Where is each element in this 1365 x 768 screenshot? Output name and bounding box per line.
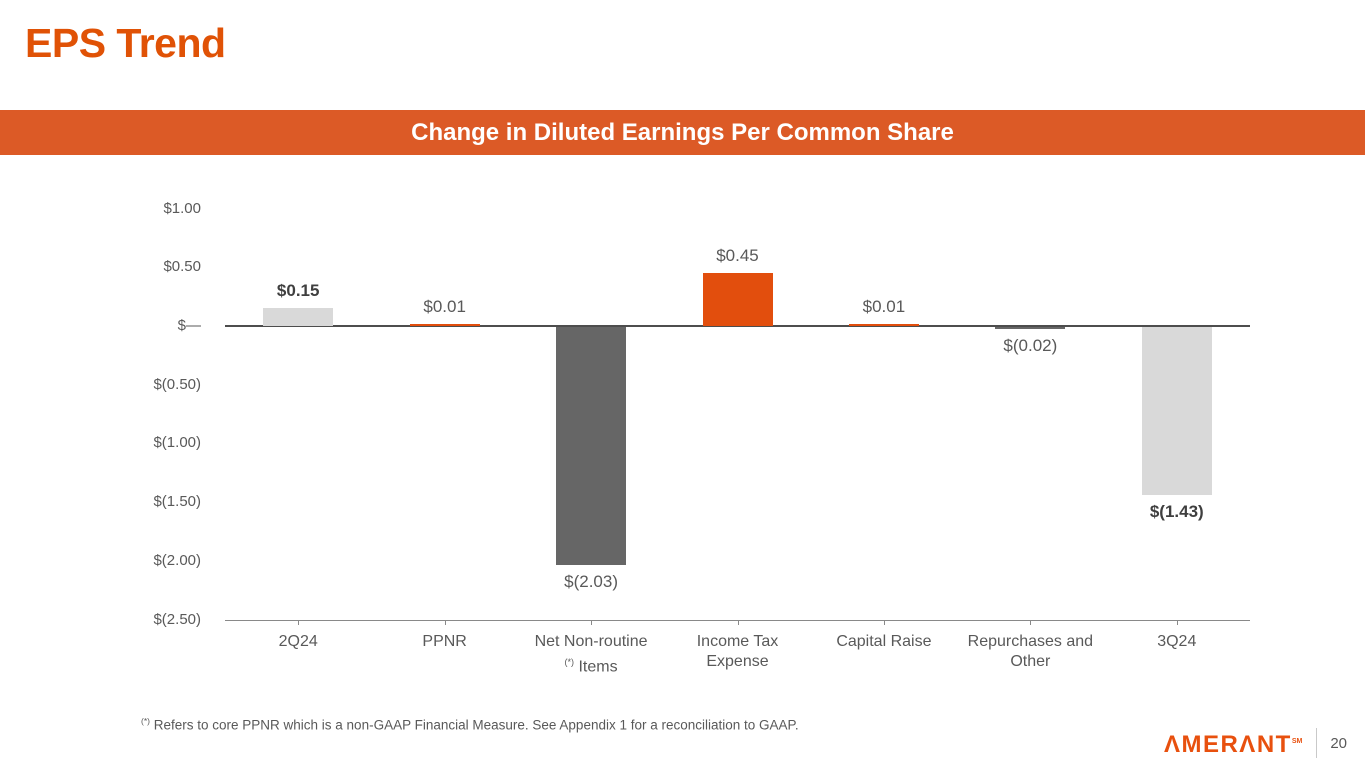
bar-repurchases-and [995, 327, 1066, 330]
y-axis-tick-label: $(1.00) [153, 434, 201, 452]
page-number: 20 [1330, 734, 1347, 752]
data-label: $0.01 [862, 297, 906, 316]
x-axis-tick [737, 619, 739, 625]
x-axis-tick [298, 619, 300, 625]
logo-wordmark: ΛMERΛNT [1163, 730, 1292, 758]
x-axis-tick [444, 619, 446, 625]
y-axis-tick-label: $1.00 [163, 199, 201, 217]
category-label: PPNR [422, 632, 467, 650]
bar-ppnr [409, 324, 480, 326]
category-footnote-marker: (*) [564, 656, 575, 667]
zero-baseline [225, 325, 1250, 327]
data-label: $(0.02) [1003, 336, 1058, 356]
data-label: $0.15 [276, 281, 320, 301]
y-axis-tick-label: $0.50 [163, 258, 201, 276]
bar-income-tax [702, 273, 773, 326]
footnote: (*) Refers to core PPNR which is a non-G… [141, 716, 799, 733]
category-label: Repurchases and Other [967, 632, 1094, 670]
bar-capital-raise [848, 324, 919, 326]
data-label: $0.01 [423, 297, 466, 316]
y-axis-tick-label: $— [177, 317, 201, 334]
x-axis-tick [1176, 619, 1178, 625]
bar-3q24 [1141, 327, 1212, 495]
category-label: 2Q24 [278, 632, 318, 650]
category-label: Net Non-routine (*) Items [534, 632, 648, 675]
x-axis-tick [1030, 619, 1032, 625]
footer-divider [1316, 728, 1318, 758]
logo-sm-mark: SM [1291, 737, 1303, 745]
chart-title: Change in Diluted Earnings Per Common Sh… [411, 118, 954, 146]
x-axis-tick [591, 619, 593, 625]
footnote-marker: (*) [141, 716, 150, 726]
page-title: EPS Trend [25, 20, 226, 66]
y-axis-tick-label: $(2.50) [153, 610, 201, 628]
data-label: $(1.43) [1149, 501, 1204, 521]
y-axis-tick-label: $(0.50) [153, 375, 201, 393]
category-label: 3Q24 [1157, 632, 1197, 650]
chart-title-banner: Change in Diluted Earnings Per Common Sh… [0, 110, 1365, 155]
y-axis-tick-label: $(2.00) [153, 551, 201, 569]
category-label: Capital Raise [836, 632, 932, 650]
data-label: $(2.03) [564, 572, 618, 592]
data-label: $0.45 [716, 246, 759, 266]
footnote-text: Refers to core PPNR which is a non-GAAP … [149, 717, 799, 733]
bar-2q24 [263, 308, 334, 326]
bar-net-non-routine [556, 327, 627, 566]
y-axis-tick-label: $(1.50) [153, 493, 201, 511]
category-label: Income Tax Expense [696, 632, 779, 670]
x-axis-tick [883, 619, 885, 625]
footer: ΛMERΛNTSM 20 [1164, 728, 1347, 758]
amerant-logo: ΛMERΛNTSM [1164, 730, 1302, 757]
